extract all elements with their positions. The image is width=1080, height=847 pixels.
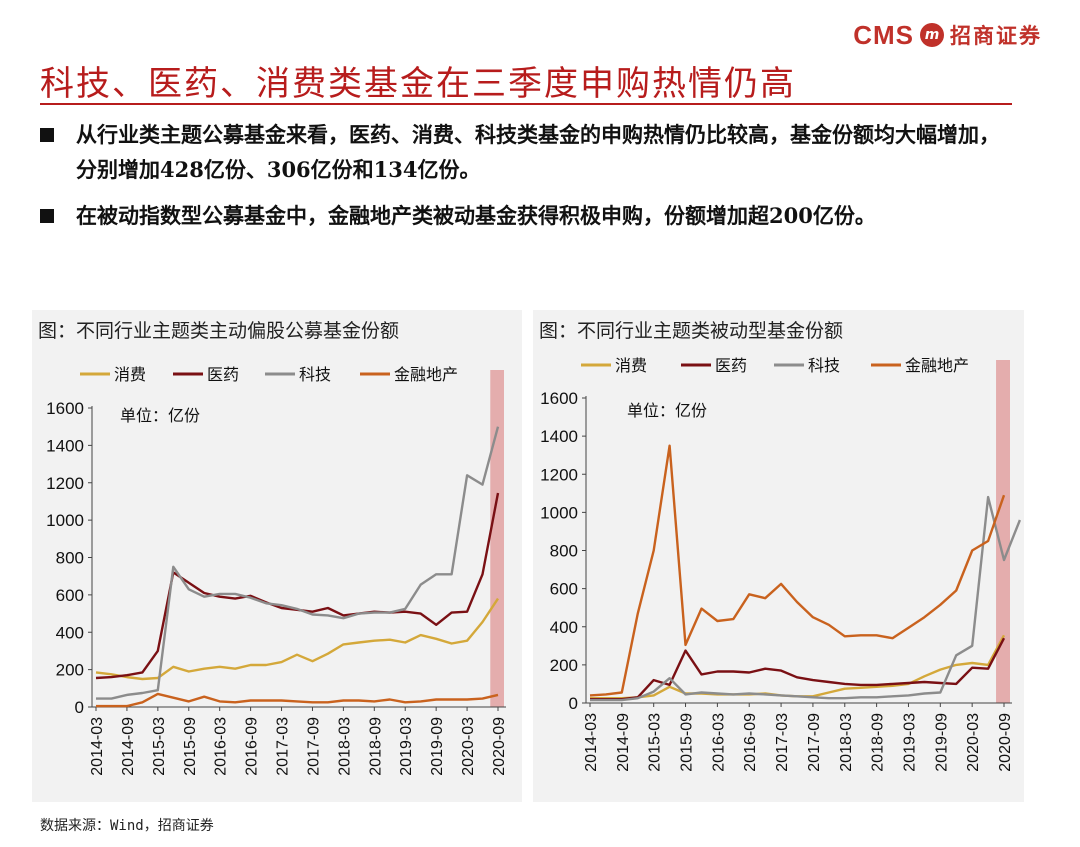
- bullet-item-1: 从行业类主题公募基金来看，医药、消费、科技类基金的申购热情仍比较高，基金份额均大…: [40, 117, 1012, 187]
- x-tick-label: 2019-09: [429, 717, 446, 776]
- series-line-2: [95, 492, 500, 680]
- logo-text-cn: 招商证券: [950, 23, 1042, 48]
- bullet-square-icon: [40, 128, 54, 142]
- logo-text-en: CMS: [853, 19, 914, 50]
- x-tick-label: 2015-03: [647, 713, 664, 772]
- series-line-3: [96, 426, 500, 700]
- y-tick-label: 400: [550, 618, 578, 637]
- y-tick-label: 800: [550, 542, 578, 561]
- chart-title-active: 图：不同行业主题类主动偏股公募基金份额: [38, 320, 400, 342]
- x-tick-label: 2015-03: [151, 717, 168, 776]
- x-tick-label: 2014-09: [615, 713, 632, 772]
- legend-label: 科技: [808, 356, 840, 375]
- legend-label: 金融地产: [905, 356, 969, 375]
- x-tick-label: 2020-03: [460, 717, 477, 776]
- x-tick-label: 2016-09: [244, 717, 261, 776]
- x-tick-label: 2020-09: [491, 717, 508, 776]
- chart-title-passive: 图：不同行业主题类被动型基金份额: [539, 320, 844, 342]
- legend-label: 金融地产: [394, 365, 458, 384]
- series-line-4: [589, 444, 1006, 697]
- x-tick-label: 2018-09: [367, 717, 384, 776]
- y-tick-label: 1600: [540, 389, 578, 408]
- series-line-1: [95, 597, 500, 681]
- bullet-text-2: 在被动指数型公募基金中，金融地产类被动基金获得积极申购，份额增加超200亿份。: [76, 203, 876, 228]
- x-tick-label: 2020-09: [997, 713, 1014, 772]
- bullet-text-1: 从行业类主题公募基金来看，医药、消费、科技类基金的申购热情仍比较高，基金份额均大…: [76, 122, 1000, 182]
- x-tick-label: 2014-03: [583, 713, 600, 772]
- data-source: 数据来源：Wind，招商证券: [40, 818, 214, 834]
- x-tick-label: 2017-03: [774, 713, 791, 772]
- unit-label: 单位：亿份: [120, 406, 200, 425]
- legend-label: 消费: [114, 365, 146, 384]
- x-tick-label: 2019-03: [901, 713, 918, 772]
- y-tick-label: 0: [75, 698, 84, 717]
- legend-label: 消费: [615, 356, 647, 375]
- chart-passive-svg: 0 200 400 600 800 1000 1200 1400 1600 2014-03 2014…: [540, 356, 1022, 772]
- x-tick-label: 2019-09: [933, 713, 950, 772]
- x-tick-label: 2018-03: [838, 713, 855, 772]
- x-tick-label: 2020-03: [965, 713, 982, 772]
- chart-active-svg: 0 200 400 600 800 1000 1200 1400 1600 2014-03 2014…: [46, 365, 508, 776]
- x-tick-label: 2016-03: [213, 717, 230, 776]
- series-line-4: [96, 692, 499, 708]
- title-divider: [40, 103, 1012, 105]
- y-tick-label: 600: [550, 580, 578, 599]
- y-tick-label: 1200: [540, 465, 578, 484]
- x-tick-label: 2018-09: [870, 713, 887, 772]
- chart-panel-active: 图：不同行业主题类主动偏股公募基金份额 0 200 400 600 800 1000 120…: [32, 310, 522, 802]
- y-tick-label: 1000: [46, 511, 84, 530]
- x-tick-label: 2015-09: [679, 713, 696, 772]
- y-tick-label: 1200: [46, 474, 84, 493]
- highlight-band: [996, 360, 1010, 703]
- series-line-2: [590, 637, 1006, 701]
- bullet-square-icon: [40, 209, 54, 223]
- x-tick-label: 2017-03: [275, 717, 292, 776]
- y-tick-label: 200: [56, 661, 84, 680]
- y-tick-label: 1000: [540, 503, 578, 522]
- y-tick-label: 1400: [540, 427, 578, 446]
- legend-label: 医药: [207, 365, 239, 384]
- x-tick-label: 2016-09: [742, 713, 759, 772]
- x-tick-label: 2014-03: [89, 717, 106, 776]
- page-title: 科技、医药、消费类基金在三季度申购热情仍高: [40, 64, 796, 104]
- highlight-band: [490, 370, 504, 707]
- x-tick-label: 2019-03: [398, 717, 415, 776]
- series-line-3: [590, 495, 1022, 702]
- y-tick-label: 1600: [46, 399, 84, 418]
- x-tick-label: 2018-03: [336, 717, 353, 776]
- y-tick-label: 200: [550, 656, 578, 675]
- x-tick-label: 2016-03: [710, 713, 727, 772]
- y-tick-label: 0: [569, 694, 578, 713]
- legend-label: 医药: [715, 356, 747, 375]
- company-logo: CMS m 招商证券: [853, 18, 1042, 52]
- y-tick-label: 400: [56, 623, 84, 642]
- x-tick-label: 2017-09: [806, 713, 823, 772]
- y-tick-label: 1400: [46, 436, 84, 455]
- logo-badge-icon: m: [920, 23, 944, 47]
- chart-panel-passive: 图：不同行业主题类被动型基金份额 0 200 400 600 800 1000 1200 14…: [533, 310, 1024, 802]
- y-tick-label: 800: [56, 549, 84, 568]
- x-tick-label: 2014-09: [120, 717, 137, 776]
- x-tick-label: 2017-09: [305, 717, 322, 776]
- bullet-item-2: 在被动指数型公募基金中，金融地产类被动基金获得积极申购，份额增加超200亿份。: [40, 198, 1012, 233]
- x-tick-label: 2015-09: [182, 717, 199, 776]
- legend-label: 科技: [299, 365, 331, 384]
- y-tick-label: 600: [56, 586, 84, 605]
- unit-label: 单位：亿份: [627, 401, 707, 420]
